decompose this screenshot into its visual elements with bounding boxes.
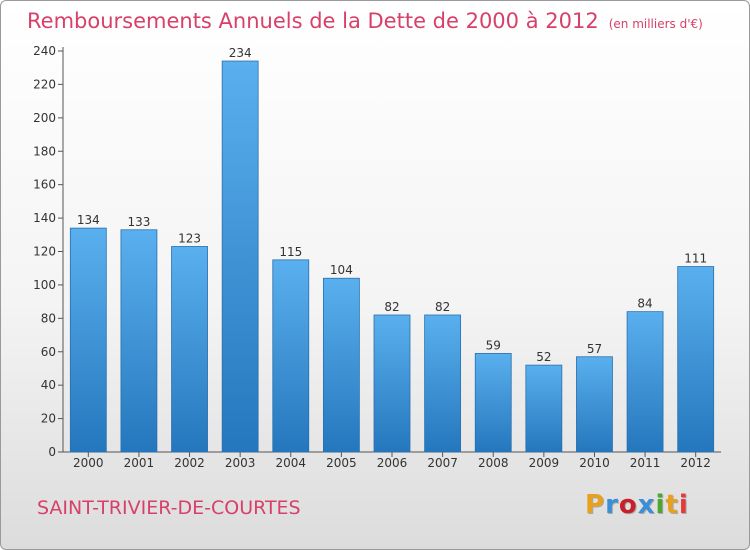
data-label: 234 <box>229 46 252 60</box>
chart-title-main: Remboursements Annuels de la Dette de 20… <box>27 9 599 33</box>
bar <box>171 246 208 453</box>
x-tick-label: 2002 <box>174 456 205 470</box>
data-label: 59 <box>486 338 501 352</box>
chart-subtitle: (en milliers d'€) <box>608 17 703 31</box>
y-tick-label: 20 <box>41 412 56 426</box>
y-tick-label: 140 <box>33 211 56 225</box>
x-tick-label: 2003 <box>225 456 256 470</box>
x-tick-label: 2004 <box>275 456 306 470</box>
x-tick-label: 2006 <box>377 456 408 470</box>
y-tick-label: 240 <box>33 44 56 58</box>
data-label: 57 <box>587 342 602 356</box>
logo-letter: t <box>665 490 679 520</box>
data-label: 82 <box>435 300 450 314</box>
y-tick-label: 0 <box>48 445 56 459</box>
x-tick-label: 2011 <box>630 456 661 470</box>
y-tick-label: 160 <box>33 178 56 192</box>
y-tick-label: 80 <box>41 311 56 325</box>
bar <box>322 277 360 453</box>
bar <box>373 314 411 453</box>
data-labels: 134 133 123 234 115 104 82 82 59 52 57 84 111 <box>77 46 707 364</box>
data-label: 52 <box>536 350 551 364</box>
bar <box>272 259 310 453</box>
y-tick-label: 220 <box>33 77 56 91</box>
x-tick-label: 2005 <box>326 456 357 470</box>
bar <box>424 314 462 453</box>
y-axis: 0 20 40 60 80 100 120 140 160 180 200 220 240 <box>33 44 64 459</box>
bar <box>626 311 664 453</box>
x-tick-label: 2001 <box>124 456 155 470</box>
x-tick-label: 2008 <box>478 456 509 470</box>
commune-name: SAINT-TRIVIER-DE-COURTES <box>37 497 301 519</box>
bar <box>120 229 158 453</box>
x-axis: 2000 2001 2002 2003 2004 2005 2006 2007 2008 2009… <box>63 451 721 470</box>
bars <box>69 60 715 453</box>
data-label: 123 <box>178 231 201 245</box>
logo-letter: r <box>605 490 619 520</box>
x-tick-label: 2000 <box>73 456 104 470</box>
x-tick-label: 2010 <box>579 456 610 470</box>
logo-letter: i <box>655 490 666 520</box>
logo-letter: i <box>678 490 689 520</box>
data-label: 84 <box>637 297 652 311</box>
bar <box>474 353 512 453</box>
bar <box>525 364 563 453</box>
y-tick-label: 40 <box>41 378 56 392</box>
x-tick-label: 2009 <box>529 456 560 470</box>
data-label: 115 <box>279 245 302 259</box>
x-tick-label: 2012 <box>680 456 711 470</box>
bar <box>677 266 715 453</box>
y-tick-label: 100 <box>33 278 56 292</box>
data-label: 111 <box>684 252 707 266</box>
y-tick-label: 60 <box>41 345 56 359</box>
bar <box>69 227 107 453</box>
data-label: 104 <box>330 263 353 277</box>
proxiti-logo: Proxiti <box>585 490 689 520</box>
chart-title: Remboursements Annuels de la Dette de 20… <box>27 9 703 33</box>
x-tick-label: 2007 <box>427 456 458 470</box>
bar <box>221 60 259 453</box>
y-tick-label: 200 <box>33 111 56 125</box>
data-label: 134 <box>77 213 100 227</box>
bar <box>576 356 613 453</box>
logo-letter: o <box>618 490 638 520</box>
logo-letter: P <box>585 490 606 520</box>
data-label: 133 <box>127 215 150 229</box>
y-tick-label: 120 <box>33 245 56 259</box>
y-tick-label: 180 <box>33 144 56 158</box>
logo-letter: x <box>637 490 656 520</box>
data-label: 82 <box>384 300 399 314</box>
